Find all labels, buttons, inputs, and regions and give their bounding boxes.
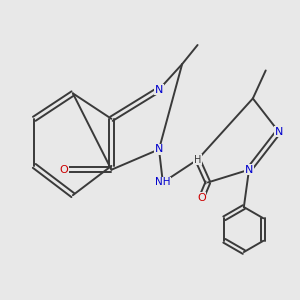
Text: NH: NH [155,178,171,188]
Text: N: N [155,144,163,154]
Text: N: N [274,127,283,136]
Text: N: N [245,165,253,175]
Text: O: O [197,193,206,203]
Text: H: H [194,154,201,164]
Text: O: O [59,165,68,175]
Text: N: N [155,85,163,94]
